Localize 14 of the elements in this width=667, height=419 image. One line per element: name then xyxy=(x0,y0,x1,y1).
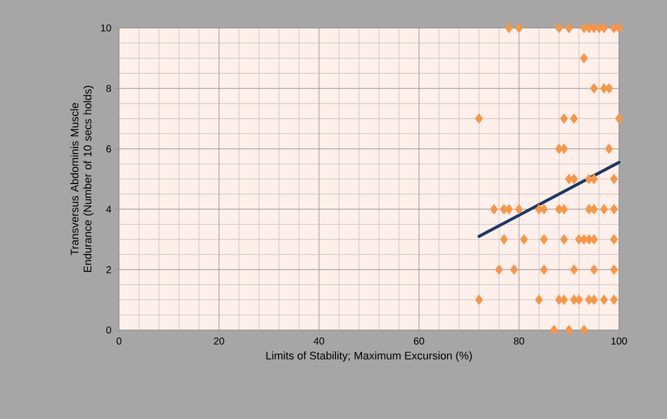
y-tick-label: 6 xyxy=(106,145,112,152)
y-tick-label: 2 xyxy=(106,266,111,274)
y-tick-label: 0 xyxy=(106,326,112,334)
x-tick-label: 60 xyxy=(414,338,424,345)
x-tick-label: 100 xyxy=(611,338,627,345)
x-tick-label: 40 xyxy=(314,338,324,345)
x-tick-label: 0 xyxy=(116,338,122,345)
y-tick-label: 10 xyxy=(101,24,112,32)
x-tick-label: 20 xyxy=(214,338,224,345)
x-axis-title: Limits of Stability; Maximum Excursion (%) xyxy=(266,351,472,362)
x-tick-label: 80 xyxy=(514,338,524,345)
y-tick-label: 4 xyxy=(106,206,112,213)
y-axis-title: Transversus Abdominis Muscle Endurance (Number of 10 secs holds) xyxy=(70,86,94,272)
y-tick-label: 8 xyxy=(106,84,112,92)
